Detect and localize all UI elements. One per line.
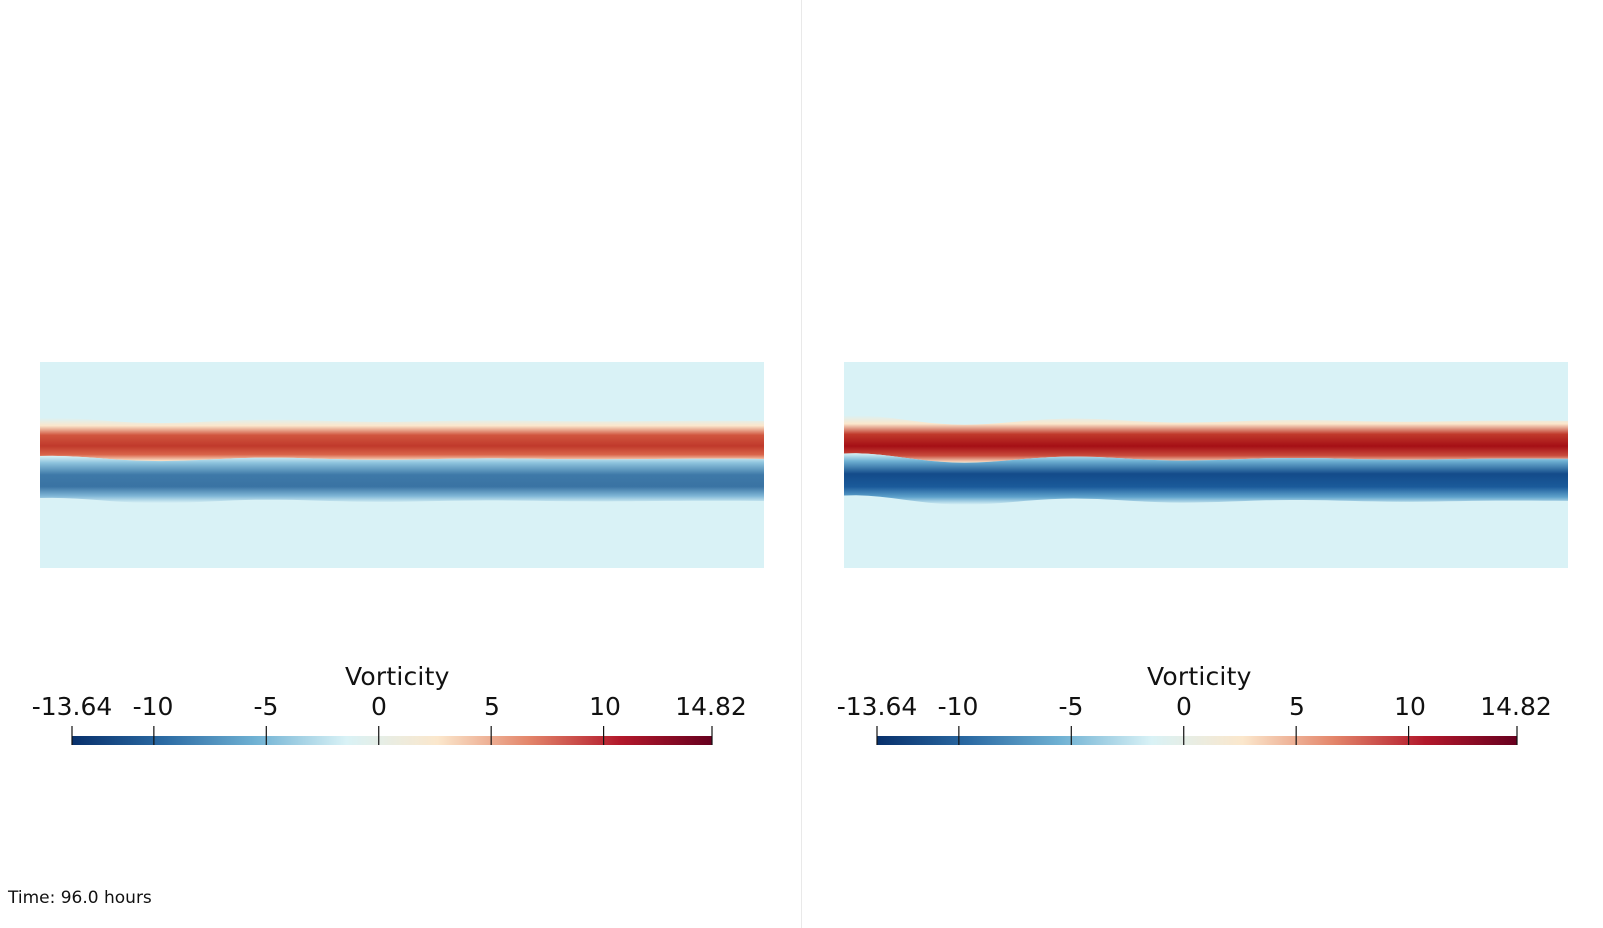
colorbar-max-label: 14.82 [675,692,747,721]
colorbar-max-label: 14.82 [1480,692,1552,721]
positive-vorticity-band [844,415,1568,463]
colorbar-tick-label: 5 [1289,692,1305,721]
positive-vorticity-band [40,417,764,462]
colorbar-tick-label: 10 [589,692,621,721]
colorbar-tick-label: -5 [253,692,279,721]
colorbar-tick-label: -10 [132,692,174,721]
colorbar-title: Vorticity [1147,662,1252,691]
colorbar-gradient [72,736,712,745]
colorbar-tick-label: -10 [937,692,979,721]
vorticity-field-image-right [844,362,1568,568]
colorbar-min-label: -13.64 [836,692,918,721]
colorbar-tick-label: -5 [1058,692,1084,721]
colorbar-gradient [877,736,1517,745]
colorbar-tick-label: 0 [371,692,387,721]
render-view-right[interactable]: Vorticity -13.64 -10 -5 0 5 10 14.82 [802,0,1603,928]
vorticity-field-right[interactable] [844,362,1568,568]
render-view-left[interactable]: Vorticity -13.64 -10 -5 0 5 10 14.82 Tim… [0,0,801,928]
view-divider[interactable] [801,0,802,928]
colorbar-min-label: -13.64 [31,692,113,721]
negative-vorticity-band [40,455,764,504]
colorbar-tick-label: 0 [1176,692,1192,721]
colorbar-left [71,726,713,745]
negative-vorticity-band [844,453,1568,505]
time-annotation: Time: 96.0 hours [8,888,152,908]
colorbar-tick-label: 10 [1394,692,1426,721]
colorbar-title: Vorticity [345,662,450,691]
vorticity-field-left[interactable] [40,362,764,568]
colorbar-tick-label: 5 [484,692,500,721]
colorbar-right [876,726,1518,745]
vorticity-field-image-left [40,362,764,568]
